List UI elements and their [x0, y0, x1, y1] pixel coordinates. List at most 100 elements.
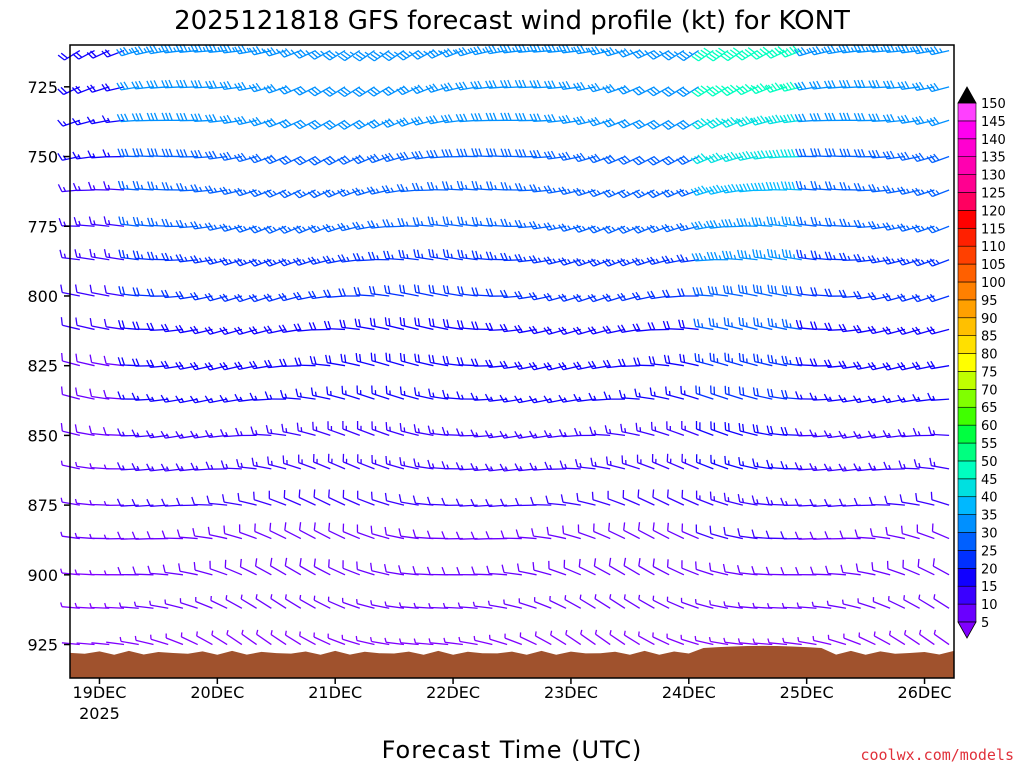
wind-barb — [587, 326, 611, 335]
wind-barb — [543, 114, 567, 123]
wind-barb — [176, 529, 198, 540]
wind-barb — [160, 463, 184, 472]
wind-barb — [695, 385, 714, 400]
wind-barb — [442, 318, 463, 331]
wind-barb — [646, 224, 670, 234]
wind-barb — [426, 530, 449, 540]
wind-barb — [753, 353, 773, 367]
wind-barb — [313, 489, 331, 506]
wind-barb — [839, 252, 861, 262]
colorbar-label: 110 — [981, 240, 1006, 255]
wind-barb — [132, 566, 154, 576]
wind-barb — [442, 249, 463, 261]
wind-barb — [398, 638, 419, 646]
wind-barb — [896, 293, 920, 302]
colorbar-bin — [957, 442, 977, 462]
wind-barb — [385, 455, 405, 470]
wind-barb — [529, 220, 552, 230]
wind-barb — [529, 44, 552, 53]
wind-barb — [264, 391, 287, 400]
wind-barb — [413, 249, 434, 261]
wind-barb — [933, 594, 950, 609]
wind-barb — [519, 632, 537, 646]
wind-barb — [176, 497, 198, 507]
wind-barb — [823, 393, 847, 402]
colorbar-bin — [957, 406, 977, 426]
wind-barb — [189, 395, 213, 404]
wind-barb — [652, 489, 670, 506]
wind-barb — [690, 185, 714, 196]
wind-barb — [313, 632, 331, 646]
wind-barb — [176, 149, 198, 158]
wind-barb — [219, 362, 243, 371]
wind-barb — [573, 361, 596, 371]
wind-barb — [428, 317, 449, 331]
wind-barb — [882, 362, 906, 371]
wind-barb — [414, 317, 434, 331]
wind-barb — [219, 80, 242, 91]
colorbar-bin — [957, 138, 977, 157]
wind-barb — [795, 356, 817, 367]
wind-barb — [61, 642, 80, 646]
wind-barb — [190, 221, 213, 230]
wind-barb — [812, 635, 832, 646]
wind-barb — [470, 429, 493, 438]
wind-barb — [752, 424, 773, 437]
wind-barb — [917, 558, 935, 576]
wind-barb — [499, 289, 522, 299]
wind-barb — [410, 84, 434, 95]
wind-barb — [549, 595, 567, 609]
wind-barb — [455, 462, 478, 471]
y-tick-label: 850 — [27, 426, 58, 445]
wind-barb — [514, 395, 537, 404]
wind-barb — [278, 258, 302, 267]
wind-barb — [912, 427, 935, 437]
wind-barb — [160, 430, 184, 439]
wind-barb — [325, 354, 346, 367]
wind-barb — [370, 600, 390, 609]
wind-barb — [710, 385, 729, 400]
wind-barb — [824, 217, 846, 227]
wind-barb — [440, 48, 464, 58]
wind-barb — [57, 86, 81, 96]
wind-barb — [871, 562, 891, 576]
wind-barb — [661, 50, 685, 61]
wind-barb — [708, 562, 729, 576]
wind-barb — [896, 326, 920, 336]
wind-barb — [340, 353, 360, 367]
wind-barb — [440, 82, 464, 92]
wind-barb — [589, 426, 611, 437]
wind-barb — [371, 385, 390, 400]
wind-barb — [117, 391, 139, 400]
wind-barb — [60, 602, 80, 609]
colorbar-label: 65 — [981, 401, 998, 416]
wind-barb — [356, 385, 375, 400]
wind-barb — [623, 630, 641, 646]
wind-barb — [638, 594, 655, 609]
wind-barb — [622, 489, 640, 506]
wind-barb — [254, 558, 272, 576]
wind-barb — [60, 497, 80, 506]
wind-barb — [605, 456, 626, 470]
wind-barb — [398, 602, 419, 609]
credit-link[interactable]: coolwx.com/models — [860, 746, 1014, 764]
wind-barb — [192, 528, 213, 540]
wind-barb — [695, 454, 714, 470]
wind-barb — [918, 594, 935, 609]
colorbar-bin — [957, 568, 977, 587]
wind-barb — [313, 522, 331, 540]
wind-barb — [457, 216, 478, 227]
wind-barb — [384, 526, 405, 540]
wind-barb — [723, 637, 743, 646]
wind-barb — [623, 522, 640, 540]
wind-barb — [708, 317, 729, 331]
wind-barb — [353, 286, 375, 297]
wind-barb — [206, 495, 228, 506]
wind-barb — [853, 149, 876, 158]
wind-barb — [131, 429, 154, 438]
wind-barb — [298, 522, 316, 540]
wind-barb — [737, 602, 758, 609]
wind-barb — [270, 594, 287, 609]
wind-barb — [633, 357, 655, 367]
wind-barb — [609, 630, 626, 646]
